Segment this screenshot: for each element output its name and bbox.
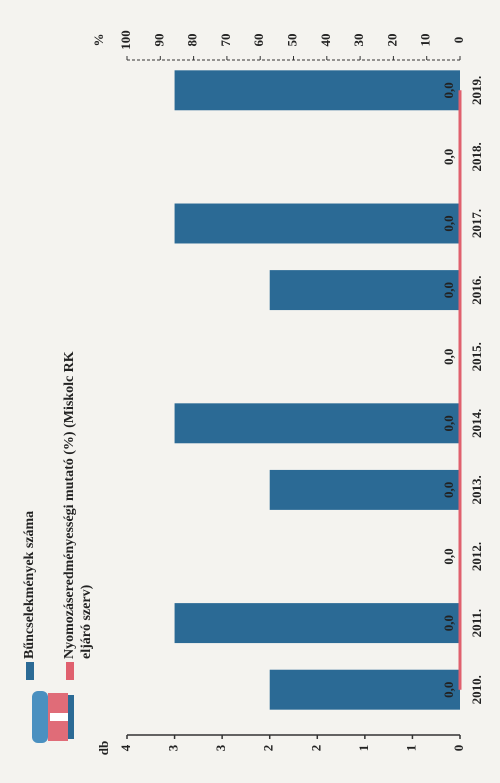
legend-swatch (66, 662, 74, 680)
x-tick-label: 2014. (469, 409, 484, 438)
value-label: 0,0 (441, 615, 456, 631)
y-tick-label: 3 (213, 744, 228, 751)
value-label: 0,0 (441, 215, 456, 231)
y2-tick-label: 80 (185, 34, 200, 47)
bar (269, 469, 461, 510)
y-tick-label: 1 (403, 745, 418, 752)
legend-swatch (26, 662, 34, 680)
y-tick-label: 0 (451, 745, 466, 752)
value-label: 0,0 (441, 482, 456, 498)
legend-label: Bűncselekmények száma (22, 510, 37, 659)
rotated-chart: 0 1 1 2 2 3 3 4 db 0 10 20 30 40 50 60 70 80 90 100% 2010. 20… (22, 30, 484, 755)
y2-tick-label: 70 (218, 34, 233, 47)
bar (174, 203, 460, 244)
y-tick-label: 2 (308, 745, 323, 752)
legend-entry: Nyomozáseredményességi mutató (%) (Misko… (62, 351, 94, 659)
legend-entry: Bűncselekmények száma (22, 510, 37, 659)
x-tick-label: 2013. (469, 475, 484, 504)
value-label: 0,0 (441, 682, 456, 698)
logo (32, 691, 74, 743)
y2-axis-label: % (91, 34, 106, 47)
y-tick-label: 4 (118, 744, 133, 751)
y2-tick-label: 60 (251, 34, 266, 47)
bar (174, 70, 460, 111)
bar (269, 669, 461, 710)
value-label: 0,0 (441, 349, 456, 365)
x-tick-label: 2012. (469, 542, 484, 571)
legend-label: Nyomozáseredményességi mutató (%) (Misko… (62, 351, 94, 659)
value-label: 0,0 (441, 149, 456, 165)
y2-tick-label: 100 (118, 30, 133, 50)
x-tick-label: 2019. (469, 76, 484, 105)
y-axis-label: db (96, 741, 111, 755)
y-tick-label: 2 (261, 745, 276, 752)
value-label: 0,0 (441, 82, 456, 98)
x-tick-label: 2010. (469, 675, 484, 704)
y2-tick-label: 40 (318, 34, 333, 47)
bar (174, 603, 460, 644)
value-label: 0,0 (441, 415, 456, 431)
y2-tick-label: 30 (351, 34, 366, 47)
y2-tick-label: 10 (418, 34, 433, 47)
x-tick-label: 2015. (469, 342, 484, 371)
bar (174, 403, 460, 444)
y2-tick-label: 50 (284, 34, 299, 47)
y-tick-label: 3 (166, 744, 181, 751)
y2-tick-label: 0 (451, 37, 466, 44)
y2-tick-label: 90 (151, 34, 166, 47)
bar (269, 270, 461, 311)
y-tick-label: 1 (356, 745, 371, 752)
y2-tick-label: 20 (384, 34, 399, 47)
value-label: 0,0 (441, 282, 456, 298)
x-tick-label: 2016. (469, 275, 484, 304)
x-tick-label: 2011. (469, 609, 484, 638)
value-label: 0,0 (441, 548, 456, 564)
x-tick-label: 2018. (469, 142, 484, 171)
x-tick-label: 2017. (469, 209, 484, 238)
